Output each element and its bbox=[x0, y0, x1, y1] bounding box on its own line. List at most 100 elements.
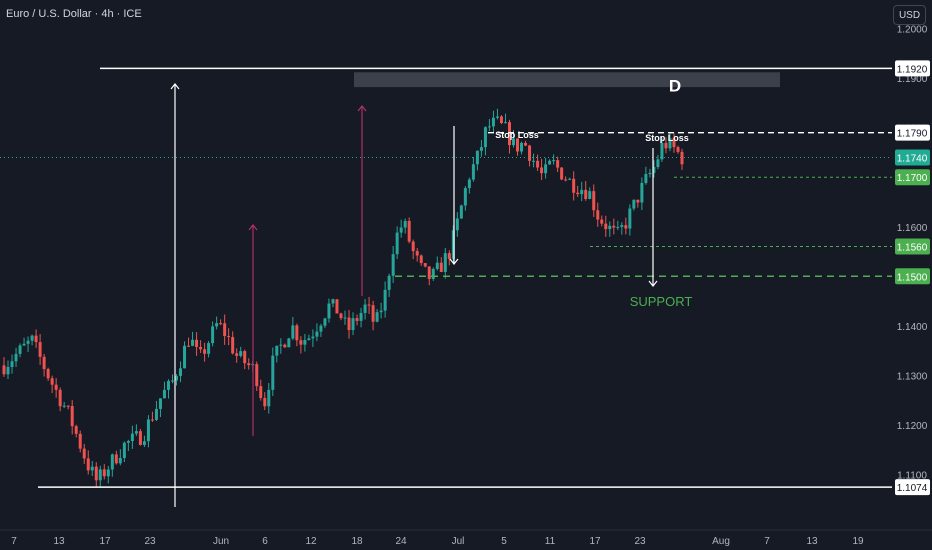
candle bbox=[664, 137, 668, 154]
arrow-head bbox=[170, 83, 180, 90]
candle-body bbox=[367, 304, 371, 306]
candle bbox=[283, 343, 287, 348]
candle-body bbox=[459, 205, 463, 219]
candle-body bbox=[42, 356, 46, 370]
candle bbox=[311, 329, 315, 348]
candle bbox=[612, 218, 616, 235]
candle bbox=[42, 353, 46, 377]
candle-body bbox=[520, 142, 524, 152]
supply-zone-box bbox=[354, 72, 780, 88]
candle bbox=[648, 168, 652, 178]
candle-body bbox=[34, 335, 38, 343]
candle bbox=[14, 347, 18, 367]
candle-body bbox=[568, 178, 572, 180]
candle-body bbox=[211, 326, 215, 344]
candle-body bbox=[620, 225, 624, 227]
candle bbox=[335, 299, 339, 314]
candle bbox=[18, 343, 22, 358]
candle-body bbox=[652, 167, 656, 173]
candle-body bbox=[399, 227, 403, 233]
projection-arrow bbox=[449, 126, 459, 265]
candle bbox=[564, 176, 568, 182]
candle bbox=[560, 167, 564, 181]
candle bbox=[483, 126, 487, 156]
candle bbox=[528, 144, 532, 167]
candle-body bbox=[263, 397, 267, 407]
x-tick-label: 17 bbox=[589, 536, 601, 547]
x-tick-label: Jul bbox=[452, 536, 465, 547]
y-tick-label: 1.1600 bbox=[897, 223, 928, 234]
candle-body bbox=[175, 375, 179, 381]
candle bbox=[275, 345, 279, 363]
candle-body bbox=[98, 469, 102, 481]
candle-body bbox=[499, 116, 503, 124]
candle-body bbox=[536, 160, 540, 168]
candle bbox=[507, 119, 511, 154]
candle bbox=[668, 133, 672, 152]
candle-layer bbox=[2, 108, 684, 487]
candle bbox=[491, 110, 495, 133]
candle-body bbox=[54, 384, 58, 390]
candle-body bbox=[556, 160, 560, 168]
candle-body bbox=[628, 208, 632, 229]
candle-body bbox=[207, 343, 211, 354]
candle-body bbox=[491, 117, 495, 127]
candle bbox=[415, 248, 419, 262]
candle-body bbox=[82, 448, 86, 459]
price-label-box bbox=[895, 268, 930, 285]
candle-body bbox=[431, 268, 435, 279]
candle bbox=[62, 401, 66, 408]
candle bbox=[552, 154, 556, 165]
candle bbox=[339, 312, 343, 321]
candle bbox=[207, 341, 211, 358]
candle-body bbox=[287, 338, 291, 348]
candle-body bbox=[552, 160, 556, 162]
candle-body bbox=[483, 127, 487, 148]
candle bbox=[347, 309, 351, 339]
candle bbox=[34, 329, 38, 348]
candle bbox=[239, 346, 243, 358]
candle-body bbox=[632, 199, 636, 209]
candle-body bbox=[279, 344, 283, 346]
candle bbox=[150, 411, 154, 423]
x-tick-label: 11 bbox=[545, 536, 556, 547]
price-label: 1.1740 bbox=[897, 153, 928, 164]
candle bbox=[624, 217, 628, 235]
candle-body bbox=[275, 345, 279, 356]
candle bbox=[287, 337, 291, 348]
candle-body bbox=[423, 263, 427, 267]
candle bbox=[351, 312, 355, 336]
candle-body bbox=[223, 323, 227, 337]
candle bbox=[227, 328, 231, 346]
candle bbox=[503, 113, 507, 124]
arrow-head bbox=[449, 258, 459, 265]
x-tick-label: 5 bbox=[501, 536, 507, 547]
candle-body bbox=[203, 349, 207, 354]
currency-button[interactable]: USD bbox=[893, 5, 926, 25]
candle bbox=[6, 360, 10, 380]
projection-arrow bbox=[248, 224, 258, 436]
candle-body bbox=[371, 305, 375, 322]
level-layer bbox=[0, 67, 892, 488]
candle-body bbox=[608, 225, 612, 230]
candle bbox=[487, 119, 491, 132]
candle-body bbox=[495, 116, 499, 118]
candle bbox=[451, 225, 455, 265]
candle bbox=[475, 150, 479, 171]
candle bbox=[652, 160, 656, 178]
candle-body bbox=[339, 313, 343, 319]
candle-body bbox=[516, 138, 520, 152]
annotation-stop-loss-2: Stop Loss bbox=[645, 133, 689, 143]
candle-body bbox=[351, 318, 355, 331]
candle bbox=[459, 204, 463, 219]
candle-body bbox=[419, 255, 423, 264]
candle-body bbox=[455, 218, 459, 231]
x-tick-label: 19 bbox=[852, 536, 864, 547]
arrow-layer bbox=[170, 83, 658, 507]
candle-body bbox=[118, 457, 122, 464]
candle bbox=[187, 337, 191, 348]
candle-body bbox=[150, 419, 154, 421]
projection-arrow bbox=[357, 105, 367, 296]
candle bbox=[30, 334, 34, 346]
